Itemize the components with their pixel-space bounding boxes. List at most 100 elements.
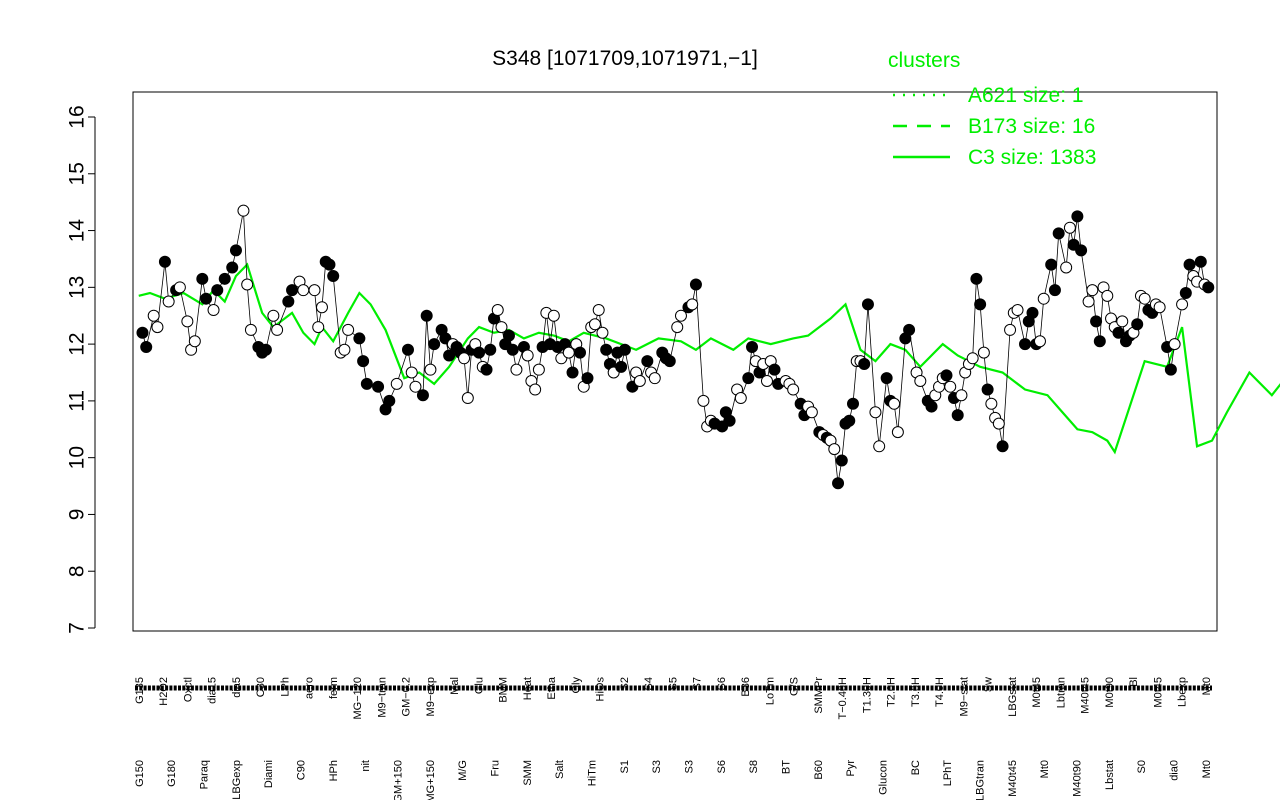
x-tick-label: M40t90 xyxy=(1072,760,1084,797)
data-point xyxy=(136,326,149,339)
x-tick-label: BC xyxy=(910,760,922,775)
data-point xyxy=(566,366,579,379)
data-point xyxy=(992,417,1005,430)
x-tick-label: HiTm xyxy=(587,760,599,786)
legend-entry-b173: B173 size: 16 xyxy=(968,115,1095,138)
y-tick-label: 14 xyxy=(66,219,89,243)
data-point xyxy=(888,397,901,410)
x-tick-label: M0t45 xyxy=(1031,677,1043,708)
data-point xyxy=(237,204,250,217)
data-point xyxy=(390,377,403,390)
data-point xyxy=(428,338,441,351)
y-tick-label: 13 xyxy=(66,276,89,299)
data-point xyxy=(1082,295,1095,308)
y-tick-label: 11 xyxy=(66,390,89,412)
data-point xyxy=(615,360,628,373)
legend: clusters A621 size: 1 B173 size: 16 C3 s… xyxy=(888,49,1096,169)
y-tick-label: 9 xyxy=(66,509,89,521)
x-axis: G135 H2O2 Oxctl dia15 dia5 C30 LPh aero ferm MG−1… xyxy=(134,676,1213,800)
data-point xyxy=(162,295,175,308)
data-point xyxy=(458,352,471,365)
data-point xyxy=(760,375,773,388)
x-tick-label: G135 xyxy=(134,677,146,704)
data-point xyxy=(663,355,676,368)
data-point xyxy=(405,366,418,379)
data-point xyxy=(312,321,325,334)
x-tick-label: Oxctl xyxy=(182,677,194,702)
data-point xyxy=(1086,284,1099,297)
probe-line xyxy=(142,210,1209,484)
data-point xyxy=(858,357,871,370)
x-tick-label: Salt xyxy=(554,760,566,779)
data-point xyxy=(1075,244,1088,257)
x-tick-label: G/S xyxy=(789,677,801,696)
data-point xyxy=(1168,338,1181,351)
data-point xyxy=(510,363,523,376)
x-tick-label: C90 xyxy=(296,760,308,780)
data-point xyxy=(574,346,587,359)
data-point xyxy=(592,304,605,317)
data-point xyxy=(1048,284,1061,297)
data-point xyxy=(241,278,254,291)
x-tick-label: B36 xyxy=(740,677,752,697)
x-tick-label: S3 xyxy=(651,760,663,773)
x-tick-label: LBGstat xyxy=(1007,677,1019,717)
data-point xyxy=(1045,258,1058,271)
data-point xyxy=(401,343,414,356)
x-tick-label: ferm xyxy=(328,677,340,699)
x-tick-label: T2.0H xyxy=(886,677,898,707)
data-point xyxy=(1194,255,1207,268)
data-point xyxy=(297,284,310,297)
data-point xyxy=(547,309,560,322)
data-point xyxy=(596,326,609,339)
data-point xyxy=(641,355,654,368)
data-point xyxy=(1176,298,1189,311)
y-tick-label: 10 xyxy=(66,446,89,469)
data-point xyxy=(506,343,519,356)
data-point xyxy=(832,477,845,490)
data-point xyxy=(207,304,220,317)
x-tick-label: Glu xyxy=(473,677,485,694)
x-tick-label: S4 xyxy=(643,677,655,690)
y-axis: 7 8 9 10 11 12 13 14 15 16 xyxy=(66,105,96,634)
x-tick-label: GM−0.2 xyxy=(401,677,413,716)
data-point xyxy=(360,377,373,390)
x-tick-label: LoTm xyxy=(764,677,776,705)
data-point xyxy=(734,392,747,405)
data-point xyxy=(158,255,171,268)
data-point xyxy=(1011,304,1024,317)
x-tick-label: LPh xyxy=(279,677,291,697)
legend-entry-c3: C3 size: 1383 xyxy=(968,146,1096,169)
data-point xyxy=(229,244,242,257)
data-point xyxy=(151,321,164,334)
x-tick-label: S8 xyxy=(748,760,760,773)
x-tick-label: S0 xyxy=(1136,760,1148,773)
data-point xyxy=(416,389,429,402)
data-point xyxy=(529,383,542,396)
data-point xyxy=(633,375,646,388)
x-tick-label: HiOs xyxy=(595,677,607,702)
data-point xyxy=(944,380,957,393)
legend-title: clusters xyxy=(888,49,960,72)
x-tick-label: M/G xyxy=(457,760,469,781)
data-point xyxy=(1033,335,1046,348)
data-point xyxy=(282,295,295,308)
legend-entry-a621: A621 size: 1 xyxy=(968,84,1084,107)
data-point xyxy=(188,335,201,348)
y-tick-label: 7 xyxy=(66,622,89,634)
data-point xyxy=(966,352,979,365)
x-tick-label: LBGtran xyxy=(975,760,987,800)
x-tick-label: MG−120 xyxy=(352,677,364,720)
data-point xyxy=(1060,261,1073,274)
data-point xyxy=(618,343,631,356)
data-point xyxy=(581,372,594,385)
x-tick-label: Paraq xyxy=(199,760,211,789)
x-tick-label: S1 xyxy=(619,760,631,773)
data-points xyxy=(136,204,1215,490)
data-point xyxy=(742,372,755,385)
data-point xyxy=(1131,318,1144,331)
data-point xyxy=(267,309,280,322)
data-point xyxy=(383,394,396,407)
x-tick-label: LPhT xyxy=(942,760,954,787)
